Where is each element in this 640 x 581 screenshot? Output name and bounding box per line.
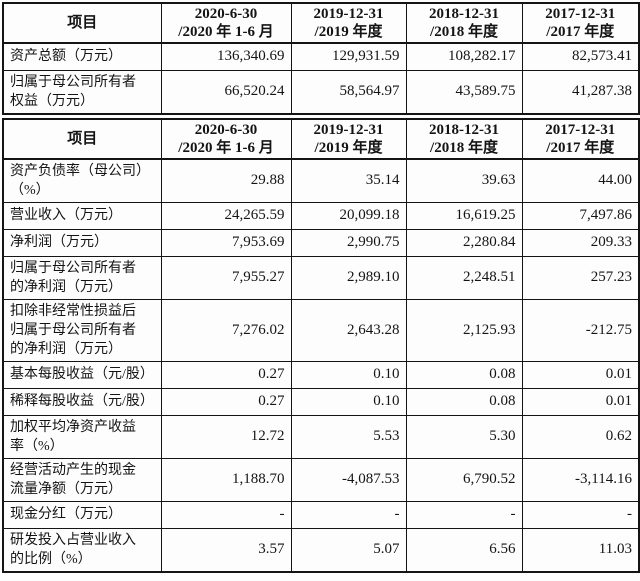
cell-value: 6,790.52 — [405, 457, 523, 502]
cell-value: 7,497.86 — [521, 201, 640, 230]
cell-value: 2,125.93 — [405, 298, 523, 362]
cell-value: 7,953.69 — [160, 228, 292, 257]
cell-value: 24,265.59 — [160, 201, 292, 230]
row-revenue: 营业收入（万元） 24,265.59 20,099.18 16,619.25 7… — [2, 201, 640, 230]
cell-value: 11.03 — [521, 527, 640, 572]
cell-value: 16,619.25 — [405, 201, 523, 230]
row-weighted-roe: 加权平均净资产收益 率（%） 12.72 5.53 5.30 0.62 — [2, 414, 640, 459]
row-rd-ratio: 研发投入占营业收入 的比例（%） 3.57 5.07 6.56 11.03 — [2, 527, 640, 572]
row-label: 营业收入（万元） — [2, 201, 162, 230]
column-header-2020h1: 2020-6-30 /2020 年 1-6 月 — [160, 118, 292, 160]
cell-value: 5.07 — [290, 527, 407, 572]
column-header-2017: 2017-12-31 /2017 年度 — [521, 2, 640, 44]
column-header-2017: 2017-12-31 /2017 年度 — [521, 118, 640, 160]
cell-value: 6.56 — [405, 527, 523, 572]
cell-value: 2,989.10 — [290, 255, 407, 300]
table-header-row: 项目 2020-6-30 /2020 年 1-6 月 2019-12-31 /2… — [2, 2, 640, 44]
cell-value: 66,520.24 — [160, 69, 292, 114]
cell-value: 2,990.75 — [290, 228, 407, 257]
cell-value: 44.00 — [521, 158, 640, 203]
cell-value: 39.63 — [405, 158, 523, 203]
row-cash-dividend: 现金分红（万元） - - - - — [2, 500, 640, 529]
row-label: 资产总额（万元） — [2, 42, 162, 71]
column-header-2019: 2019-12-31 /2019 年度 — [290, 118, 407, 160]
cell-value: 3.57 — [160, 527, 292, 572]
cell-value: - — [405, 500, 523, 529]
row-label: 加权平均净资产收益 率（%） — [2, 414, 162, 459]
table-header-row: 项目 2020-6-30 /2020 年 1-6 月 2019-12-31 /2… — [2, 118, 640, 160]
cell-value: 0.10 — [290, 387, 407, 416]
cell-value: 136,340.69 — [160, 42, 292, 71]
cell-value: 0.62 — [521, 414, 640, 459]
cell-value: 29.88 — [160, 158, 292, 203]
row-label: 扣除非经常性损益后 归属于母公司所有者 的净利润（万元） — [2, 298, 162, 362]
cell-value: - — [521, 500, 640, 529]
cell-value: 2,643.28 — [290, 298, 407, 362]
key-financials-table: 项目 2020-6-30 /2020 年 1-6 月 2019-12-31 /2… — [2, 117, 640, 573]
row-label: 基本每股收益（元/股） — [2, 360, 162, 389]
row-net-profit: 净利润（万元） 7,953.69 2,990.75 2,280.84 209.3… — [2, 228, 640, 257]
cell-value: 5.30 — [405, 414, 523, 459]
cell-value: 0.01 — [521, 387, 640, 416]
row-label: 归属于母公司所有者 的净利润（万元） — [2, 255, 162, 300]
cell-value: 129,931.59 — [290, 42, 407, 71]
cell-value: 0.27 — [160, 360, 292, 389]
cell-value: -4,087.53 — [290, 457, 407, 502]
row-basic-eps: 基本每股收益（元/股） 0.27 0.10 0.08 0.01 — [2, 360, 640, 389]
column-header-2018: 2018-12-31 /2018 年度 — [405, 118, 523, 160]
cell-value: 108,282.17 — [405, 42, 523, 71]
cell-value: - — [160, 500, 292, 529]
cell-value: 2,248.51 — [405, 255, 523, 300]
cell-value: 58,564.97 — [290, 69, 407, 114]
column-header-2018: 2018-12-31 /2018 年度 — [405, 2, 523, 44]
cell-value: 5.53 — [290, 414, 407, 459]
cell-value: 20,099.18 — [290, 201, 407, 230]
cell-value: -212.75 — [521, 298, 640, 362]
row-label: 经营活动产生的现金 流量净额（万元） — [2, 457, 162, 502]
cell-value: 7,955.27 — [160, 255, 292, 300]
cell-value: 257.23 — [521, 255, 640, 300]
cell-value: 0.27 — [160, 387, 292, 416]
row-label: 现金分红（万元） — [2, 500, 162, 529]
cell-value: 0.08 — [405, 360, 523, 389]
cell-value: 35.14 — [290, 158, 407, 203]
column-header-2020h1: 2020-6-30 /2020 年 1-6 月 — [160, 2, 292, 44]
cell-value: -3,114.16 — [521, 457, 640, 502]
cell-value: 0.01 — [521, 360, 640, 389]
row-debt-ratio: 资产负债率（母公司） （%） 29.88 35.14 39.63 44.00 — [2, 158, 640, 203]
row-parent-net-profit: 归属于母公司所有者 的净利润（万元） 7,955.27 2,989.10 2,2… — [2, 255, 640, 300]
row-label: 净利润（万元） — [2, 228, 162, 257]
column-header-item: 项目 — [2, 2, 162, 44]
column-header-item: 项目 — [2, 118, 162, 160]
assets-equity-table: 项目 2020-6-30 /2020 年 1-6 月 2019-12-31 /2… — [2, 2, 640, 115]
row-deducted-net-profit: 扣除非经常性损益后 归属于母公司所有者 的净利润（万元） 7,276.02 2,… — [2, 298, 640, 362]
row-label: 稀释每股收益（元/股） — [2, 387, 162, 416]
row-diluted-eps: 稀释每股收益（元/股） 0.27 0.10 0.08 0.01 — [2, 387, 640, 416]
row-label: 资产负债率（母公司） （%） — [2, 158, 162, 203]
column-header-2019: 2019-12-31 /2019 年度 — [290, 2, 407, 44]
cell-value: 2,280.84 — [405, 228, 523, 257]
cell-value: 41,287.38 — [521, 69, 640, 114]
cell-value: 43,589.75 — [405, 69, 523, 114]
cell-value: 1,188.70 — [160, 457, 292, 502]
row-operating-cash-flow: 经营活动产生的现金 流量净额（万元） 1,188.70 -4,087.53 6,… — [2, 457, 640, 502]
cell-value: 82,573.41 — [521, 42, 640, 71]
row-total-assets: 资产总额（万元） 136,340.69 129,931.59 108,282.1… — [2, 42, 640, 71]
cell-value: 0.10 — [290, 360, 407, 389]
cell-value: 12.72 — [160, 414, 292, 459]
row-label: 研发投入占营业收入 的比例（%） — [2, 527, 162, 572]
cell-value: 7,276.02 — [160, 298, 292, 362]
row-parent-equity: 归属于母公司所有者 权益（万元） 66,520.24 58,564.97 43,… — [2, 69, 640, 114]
row-label: 归属于母公司所有者 权益（万元） — [2, 69, 162, 114]
cell-value: 0.08 — [405, 387, 523, 416]
cell-value: 209.33 — [521, 228, 640, 257]
cell-value: - — [290, 500, 407, 529]
